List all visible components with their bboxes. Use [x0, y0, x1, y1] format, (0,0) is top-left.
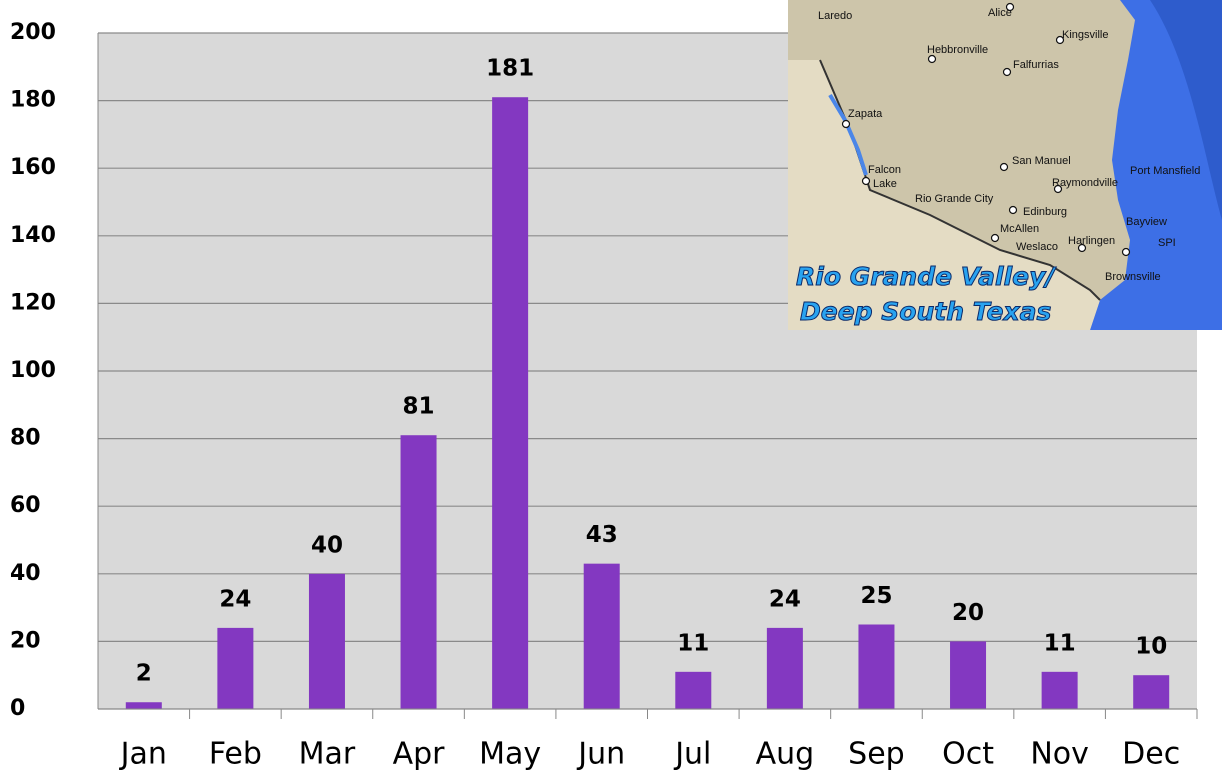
place-label: Falcon — [868, 164, 901, 176]
place-dot — [1001, 164, 1008, 171]
value-label: 20 — [952, 600, 984, 626]
chart: Laredo Alice Kingsville Hebbronville Falfurr… — [0, 0, 1222, 777]
value-label: 25 — [860, 583, 892, 609]
place-dot — [1010, 207, 1017, 214]
x-tick-label: Nov — [1030, 737, 1089, 772]
x-tick-label: May — [479, 737, 541, 772]
bar — [858, 625, 894, 710]
y-tick-label: 0 — [10, 696, 25, 721]
value-label: 11 — [677, 630, 709, 656]
place-label: McAllen — [1000, 223, 1039, 235]
bar — [675, 672, 711, 709]
place-label: Zapata — [848, 108, 883, 120]
y-tick-label: 140 — [10, 223, 56, 248]
y-tick-label: 180 — [10, 88, 56, 113]
value-label: 24 — [769, 586, 801, 612]
x-tick-label: Jul — [673, 737, 711, 772]
x-tick-label: Dec — [1122, 737, 1180, 772]
y-tick-label: 200 — [10, 20, 56, 45]
map-inset: Laredo Alice Kingsville Hebbronville Falfurr… — [788, 0, 1222, 330]
place-dot — [863, 178, 870, 185]
y-tick-label: 20 — [10, 628, 41, 653]
x-tick-label: Oct — [942, 737, 994, 772]
bar — [767, 628, 803, 709]
place-label: Edinburg — [1023, 206, 1067, 218]
y-tick-label: 80 — [10, 426, 41, 451]
place-label: Kingsville — [1062, 29, 1108, 41]
bar — [1133, 675, 1169, 709]
place-label: Falfurrias — [1013, 59, 1059, 71]
x-tick-label: Feb — [209, 737, 262, 772]
place-dot — [992, 235, 999, 242]
bar — [584, 564, 620, 709]
bar — [217, 628, 253, 709]
place-label: Laredo — [818, 10, 852, 22]
value-label: 10 — [1135, 634, 1167, 660]
value-label: 11 — [1044, 630, 1076, 656]
x-tick-label: Jun — [576, 737, 625, 772]
x-tick-label: Apr — [393, 737, 446, 772]
y-tick-label: 160 — [10, 155, 56, 180]
y-tick-label: 40 — [10, 561, 41, 586]
x-tick-label: Mar — [299, 737, 356, 772]
x-tick-label: Aug — [756, 737, 815, 772]
bar — [309, 574, 345, 709]
bar — [401, 435, 437, 709]
y-tick-label: 120 — [10, 290, 56, 315]
bar — [1042, 672, 1078, 709]
place-label: Port Mansfield — [1130, 165, 1200, 177]
place-label: San Manuel — [1012, 155, 1071, 167]
place-label: Bayview — [1126, 216, 1167, 228]
y-tick-label: 60 — [10, 493, 41, 518]
place-label: Brownsville — [1105, 271, 1161, 283]
bar — [950, 641, 986, 709]
map-title: Deep South Texas — [800, 297, 1051, 326]
bar — [126, 702, 162, 709]
place-dot — [843, 121, 850, 128]
value-label: 81 — [403, 394, 435, 420]
place-label: Rio Grande City — [915, 193, 994, 205]
value-label: 24 — [219, 586, 251, 612]
place-dot — [1123, 249, 1130, 256]
place-dot — [929, 56, 936, 63]
place-label: Alice — [988, 7, 1012, 19]
place-label: SPI — [1158, 237, 1176, 249]
x-tick-label: Sep — [848, 737, 905, 772]
x-tick-label: Jan — [119, 737, 167, 772]
map-title: Rio Grande Valley/ — [796, 262, 1056, 291]
value-label: 181 — [486, 56, 534, 82]
place-label: Lake — [873, 178, 897, 190]
place-dot — [1004, 69, 1011, 76]
value-label: 40 — [311, 532, 343, 558]
y-tick-label: 100 — [10, 358, 56, 383]
value-label: 2 — [136, 661, 152, 687]
place-label: Harlingen — [1068, 235, 1115, 247]
place-label: Weslaco — [1016, 241, 1058, 253]
place-label: Hebbronville — [927, 44, 988, 56]
place-label: Raymondville — [1052, 177, 1118, 189]
value-label: 43 — [586, 522, 618, 548]
bar — [492, 97, 528, 709]
